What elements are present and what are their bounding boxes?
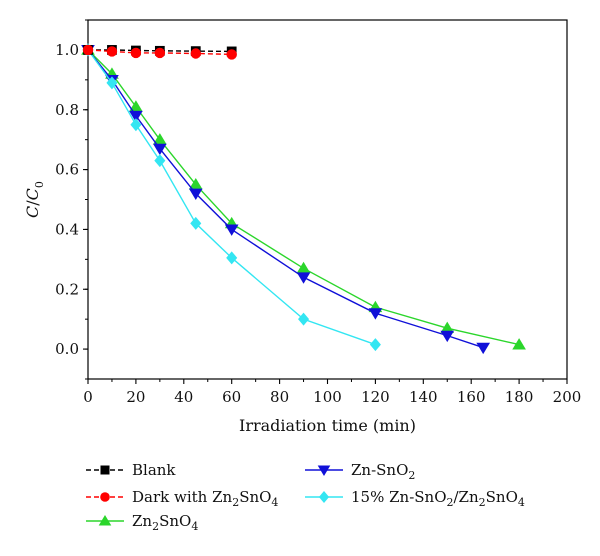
data-point: [154, 47, 166, 59]
series-line: [87, 49, 520, 346]
legend-marker: [100, 465, 110, 475]
y-axis-title: C/C0: [23, 181, 46, 218]
x-tick-label: 100: [313, 388, 342, 406]
data-point: [154, 154, 166, 168]
data-point: [188, 188, 203, 201]
legend-label: 15% Zn-SnO2/Zn2SnO4: [351, 488, 525, 509]
x-tick-label: 180: [505, 388, 534, 406]
data-point: [129, 110, 143, 123]
x-tick-label: 20: [126, 388, 145, 406]
legend-marker: [98, 515, 112, 526]
legend-label: Blank: [132, 461, 176, 479]
series-3: [81, 45, 490, 355]
x-tick-label: 120: [361, 388, 390, 406]
x-axis: 0 20 40 60 80 100 120 140 160 180 200: [83, 379, 581, 406]
data-point: [298, 312, 310, 326]
x-tick-label: 160: [457, 388, 486, 406]
data-point: [153, 143, 167, 156]
data-point: [440, 321, 455, 334]
y-tick-label: 0.8: [55, 101, 79, 119]
y-tick-label: 1.0: [55, 41, 79, 59]
series-line: [87, 49, 484, 349]
data-point: [440, 330, 455, 343]
data-point: [296, 272, 311, 284]
plot-area: [87, 19, 568, 380]
x-axis-title: Irradiation time (min): [239, 416, 416, 435]
legend-marker: [318, 491, 330, 503]
data-point: [130, 118, 142, 132]
legend-marker: [100, 492, 110, 502]
data-point: [106, 46, 118, 57]
x-tick-label: 200: [553, 388, 582, 406]
y-axis: 0.0 0.2 0.4 0.6 0.8 1.0: [55, 19, 88, 380]
series-line: [87, 49, 376, 346]
data-point: [190, 48, 201, 59]
legend-label: Dark with Zn2SnO4: [132, 488, 278, 509]
x-tick-label: 0: [83, 388, 93, 406]
series-2: [81, 43, 526, 350]
data-point: [369, 338, 381, 352]
legend-item: Zn-SnO2: [305, 461, 415, 482]
data-point: [224, 224, 239, 236]
x-tick-label: 40: [174, 388, 193, 406]
series-group: [81, 43, 526, 355]
y-tick-label: 0.0: [55, 340, 79, 358]
legend-label: Zn-SnO2: [351, 461, 415, 482]
x-tick-label: 60: [222, 388, 241, 406]
y-tick-label: 0.6: [55, 161, 79, 179]
data-point: [82, 44, 94, 56]
data-point: [188, 178, 203, 190]
legend-item: Dark with Zn2SnO4: [86, 488, 278, 509]
plot-frame: [87, 19, 568, 380]
data-point: [129, 100, 143, 112]
data-point: [476, 342, 490, 355]
x-tick-label: 140: [409, 388, 438, 406]
legend-label: Zn2SnO4: [132, 512, 198, 533]
data-point: [190, 216, 202, 230]
data-point: [296, 261, 311, 274]
series-1: [82, 44, 237, 60]
data-point: [130, 47, 142, 59]
x-tick-label: 80: [270, 388, 289, 406]
data-point: [226, 251, 238, 265]
series-4: [82, 43, 381, 352]
legend-item: 15% Zn-SnO2/Zn2SnO4: [305, 488, 525, 509]
data-point: [106, 76, 118, 90]
legend-item: Blank: [86, 461, 176, 479]
y-tick-label: 0.2: [55, 280, 79, 298]
data-point: [153, 133, 167, 145]
y-tick-label: 0.4: [55, 220, 79, 238]
data-point: [226, 49, 237, 60]
legend-marker: [317, 465, 331, 476]
legend: Blank Dark with Zn2SnO4 Zn2SnO4 Zn-SnO2 15% …: [86, 461, 525, 533]
legend-item: Zn2SnO4: [86, 512, 198, 533]
data-point: [512, 338, 526, 350]
data-point: [368, 308, 383, 320]
